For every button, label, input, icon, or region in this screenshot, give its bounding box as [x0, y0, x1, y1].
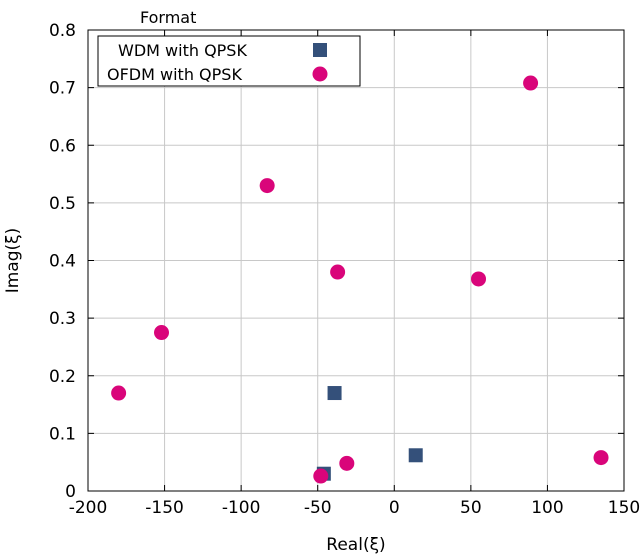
y-tick-label: 0 — [65, 482, 76, 502]
axis-ticks: -200 -150 -100 -50 0 50 100 150 0 0.1 0.2 0.3 0.4 0.5… — [49, 21, 640, 518]
y-tick-label: 0.7 — [49, 79, 76, 99]
ofdm-point — [593, 450, 609, 466]
ofdm-point — [339, 455, 355, 471]
x-tick-label: -50 — [304, 498, 332, 518]
y-tick-label: 0.1 — [49, 424, 76, 444]
y-tick-label: 0.5 — [49, 194, 76, 214]
wdm-point — [408, 448, 423, 463]
ofdm-point — [523, 75, 539, 91]
y-tick-label: 0.3 — [49, 309, 76, 329]
ofdm-point — [259, 178, 275, 194]
x-tick-label: 0 — [389, 498, 400, 518]
ofdm-point — [111, 385, 127, 401]
ofdm-point — [154, 325, 170, 341]
x-tick-label: 100 — [531, 498, 563, 518]
x-tick-label: -200 — [69, 498, 108, 518]
data-points — [111, 75, 609, 484]
ofdm-point — [330, 264, 346, 280]
wdm-point — [327, 386, 342, 401]
x-tick-label: 50 — [460, 498, 482, 518]
legend-title: Format — [140, 8, 196, 27]
legend-label-ofdm: OFDM with QPSK — [107, 65, 242, 84]
ofdm-point — [471, 271, 487, 287]
ofdm-point — [313, 468, 329, 484]
legend-markers — [312, 43, 328, 82]
grid — [88, 30, 624, 491]
y-tick-label: 0.6 — [49, 136, 76, 156]
y-tick-label: 0.2 — [49, 367, 76, 387]
x-tick-label: 150 — [608, 498, 640, 518]
legend-marker-ofdm — [312, 66, 328, 82]
x-tick-label: -100 — [222, 498, 261, 518]
legend: Format WDM with QPSK OFDM with QPSK — [97, 8, 361, 87]
y-axis-label: Imag(ξ) — [3, 228, 23, 294]
y-tick-label: 0.4 — [49, 252, 76, 272]
y-tick-label: 0.8 — [49, 21, 76, 41]
x-tick-label: -150 — [145, 498, 184, 518]
x-axis-label: Real(ξ) — [326, 535, 385, 555]
legend-label-wdm: WDM with QPSK — [118, 41, 247, 60]
legend-marker-wdm — [313, 43, 327, 57]
